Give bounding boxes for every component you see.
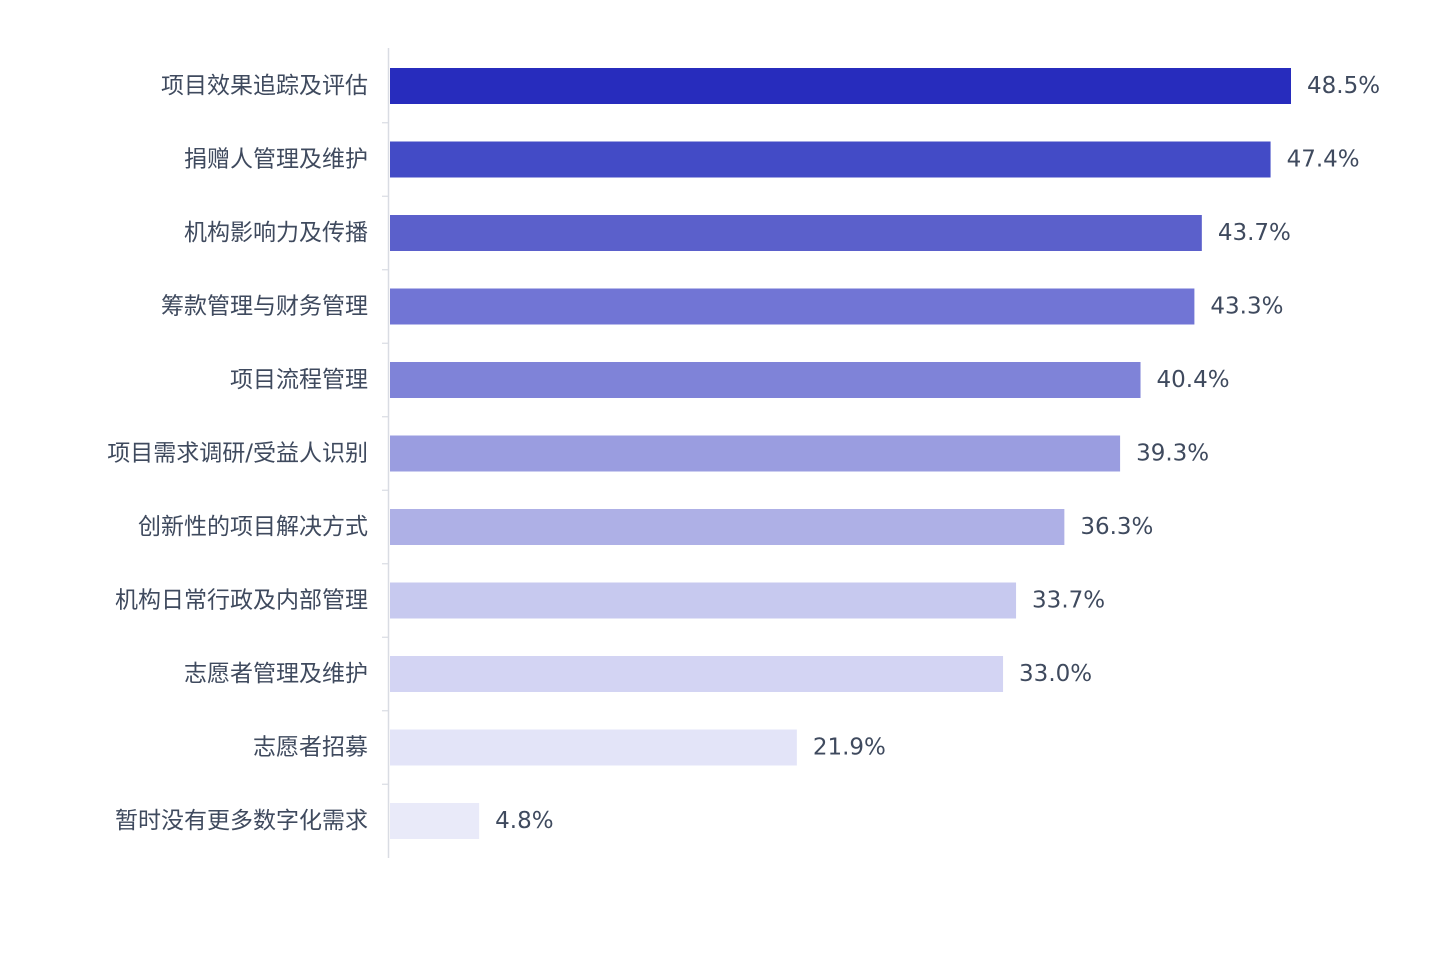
bar <box>390 288 1195 325</box>
bar <box>390 729 797 766</box>
value-label: 39.3% <box>1136 441 1209 467</box>
value-label: 48.5% <box>1307 73 1380 99</box>
value-label: 33.7% <box>1032 588 1105 614</box>
bar <box>390 215 1202 251</box>
category-label: 捐赠人管理及维护 <box>184 147 368 173</box>
value-label: 43.3% <box>1210 294 1283 320</box>
category-label: 机构影响力及传播 <box>184 220 368 246</box>
value-label: 36.3% <box>1080 514 1153 540</box>
category-label: 暂时没有更多数字化需求 <box>115 808 368 834</box>
bar <box>390 509 1065 545</box>
category-label: 项目效果追踪及评估 <box>161 73 368 99</box>
value-label: 21.9% <box>813 735 886 761</box>
category-label: 志愿者招募 <box>253 735 368 761</box>
bar <box>390 362 1141 398</box>
value-label: 47.4% <box>1287 147 1360 173</box>
bar <box>390 656 1004 692</box>
category-label: 项目流程管理 <box>230 367 368 393</box>
category-label: 项目需求调研/受益人识别 <box>107 441 368 467</box>
category-label: 志愿者管理及维护 <box>184 661 368 687</box>
value-label: 40.4% <box>1157 367 1230 393</box>
bar <box>390 141 1271 178</box>
bar <box>390 803 480 839</box>
category-label: 创新性的项目解决方式 <box>138 514 368 540</box>
bar <box>390 68 1291 104</box>
category-label: 机构日常行政及内部管理 <box>115 588 368 614</box>
category-label: 筹款管理与财务管理 <box>161 294 368 320</box>
value-label: 33.0% <box>1019 661 1092 687</box>
bar <box>390 435 1121 472</box>
value-label: 4.8% <box>495 808 553 834</box>
value-label: 43.7% <box>1218 220 1291 246</box>
bar <box>390 582 1017 619</box>
